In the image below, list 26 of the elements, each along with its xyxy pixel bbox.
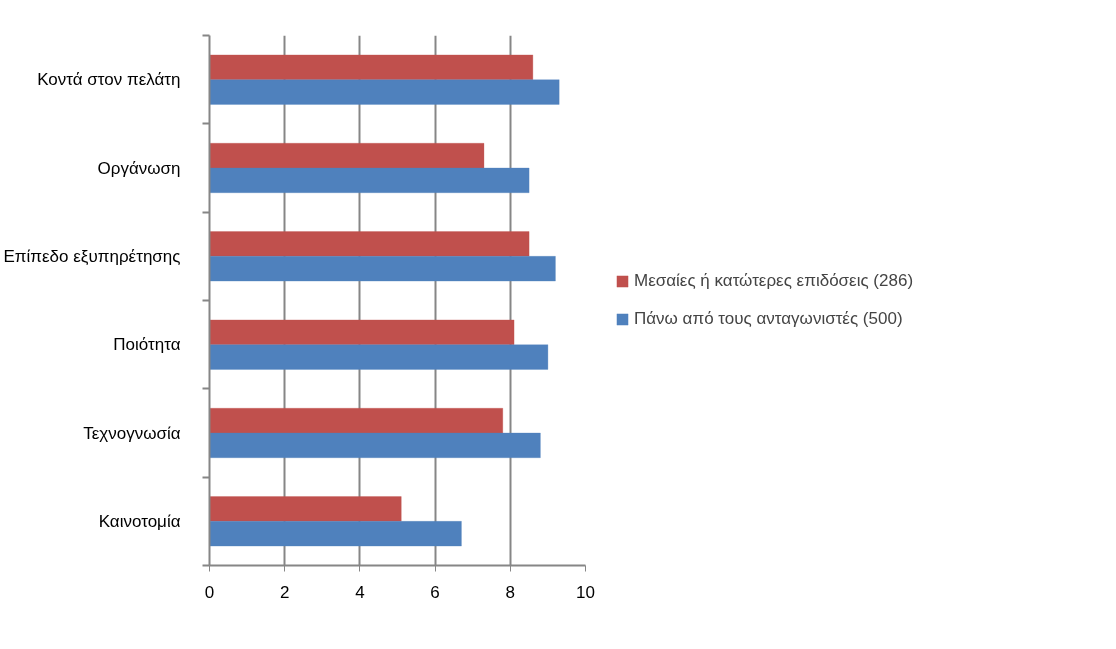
bar — [209, 496, 402, 522]
y-tick-label: Ποιότητα — [113, 335, 181, 355]
x-tick-label: 6 — [430, 582, 440, 602]
y-tick-label: Καινοτομία — [98, 511, 181, 531]
bar — [209, 54, 534, 81]
x-tick-label: 8 — [505, 582, 516, 602]
bar — [209, 79, 560, 105]
bar — [209, 142, 485, 169]
bar — [209, 344, 549, 370]
bar — [209, 167, 530, 194]
x-tick-label: 0 — [204, 582, 215, 602]
x-tick-label: 4 — [355, 582, 365, 602]
bar — [209, 231, 530, 257]
bar — [209, 319, 515, 346]
x-tick-label: 10 — [576, 582, 595, 602]
legend-label: Πάνω από τους ανταγωνιστές (500) — [634, 309, 903, 329]
x-tick-label: 2 — [279, 582, 290, 602]
legend-label: Μεσαίες ή κατώτερες επιδόσεις (286) — [634, 271, 914, 291]
bar — [209, 407, 504, 434]
y-tick-label: Κοντά στον πελάτη — [37, 70, 181, 90]
y-tick-label: Οργάνωση — [97, 158, 181, 178]
bar — [209, 432, 541, 459]
bar — [209, 255, 556, 282]
y-tick-label: Επίπεδο εξυπηρέτησης — [3, 246, 181, 266]
bar — [209, 520, 462, 547]
y-tick-label: Τεχνογνωσία — [83, 423, 181, 443]
